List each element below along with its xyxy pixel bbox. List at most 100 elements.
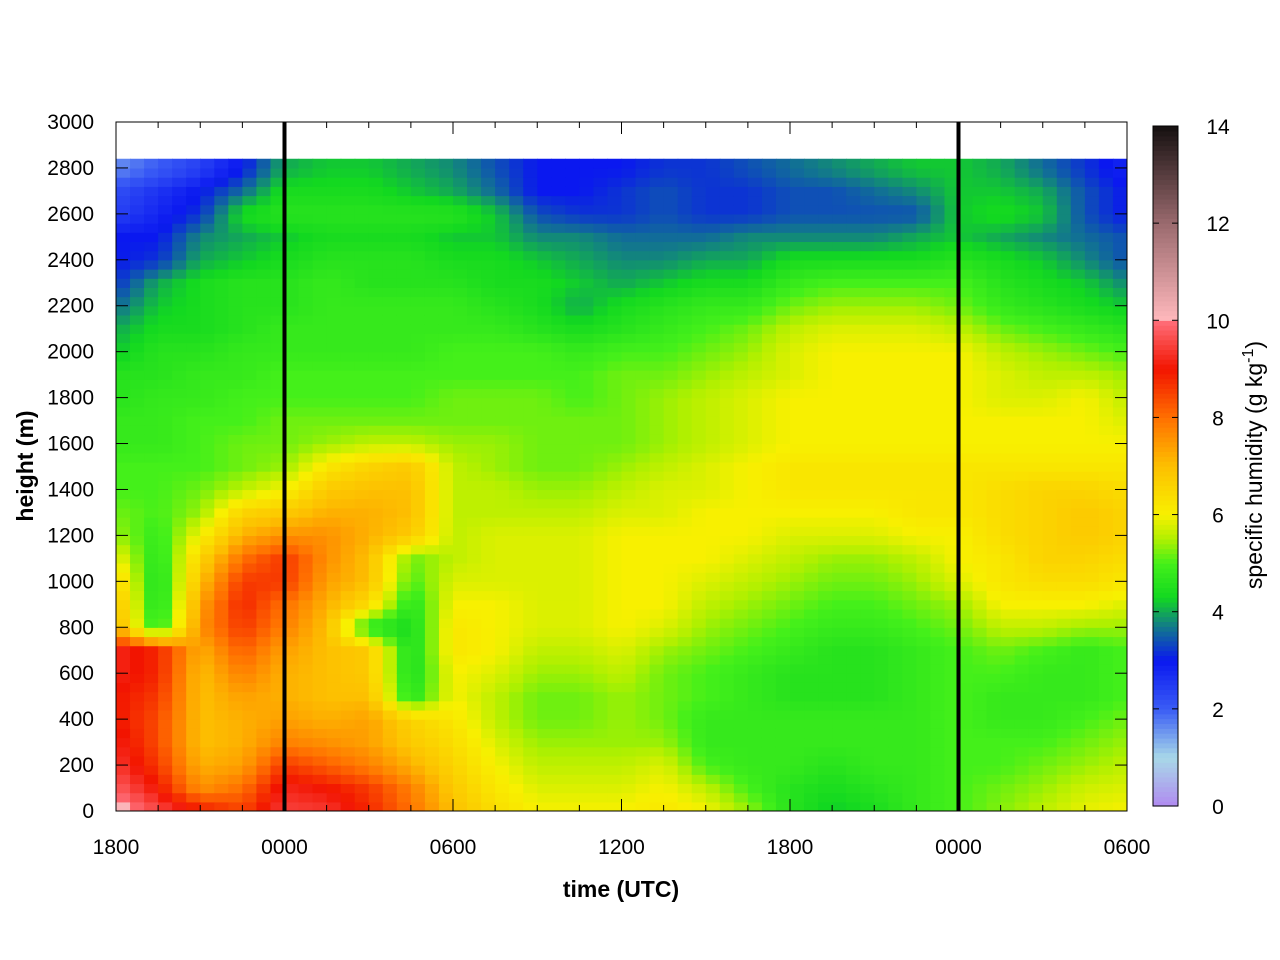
heatmap-cell xyxy=(860,360,875,371)
heatmap-cell xyxy=(691,443,707,454)
heatmap-cell xyxy=(719,213,735,224)
heatmap-cell xyxy=(1084,517,1100,527)
heatmap-cell xyxy=(509,388,524,399)
heatmap-cell xyxy=(916,434,932,445)
heatmap-cell xyxy=(340,287,356,298)
heatmap-cell xyxy=(438,783,454,794)
heatmap-cell xyxy=(270,627,286,638)
heatmap-cell xyxy=(902,452,917,463)
heatmap-cell xyxy=(424,223,440,233)
heatmap-cell xyxy=(986,314,1002,325)
heatmap-cell xyxy=(761,250,777,261)
heatmap-cell xyxy=(214,489,229,500)
heatmap-cell xyxy=(818,627,833,638)
heatmap-cell xyxy=(340,471,356,481)
heatmap-cell xyxy=(284,728,300,739)
heatmap-cell xyxy=(1084,452,1100,463)
heatmap-cell xyxy=(1000,572,1016,582)
heatmap-cell xyxy=(537,590,552,601)
heatmap-cell xyxy=(832,627,847,638)
heatmap-cell xyxy=(228,599,243,610)
heatmap-cell xyxy=(790,278,805,288)
heatmap-cell xyxy=(607,719,623,729)
heatmap-cell xyxy=(551,654,566,665)
heatmap-cell xyxy=(186,755,201,766)
heatmap-cell xyxy=(972,406,988,417)
heatmap-cell xyxy=(256,664,272,674)
heatmap-cell xyxy=(186,351,201,362)
heatmap-cell xyxy=(1000,709,1016,720)
heatmap-cell xyxy=(593,195,609,206)
heatmap-cell xyxy=(1070,801,1086,811)
heatmap-cell xyxy=(144,370,159,380)
heatmap-cell xyxy=(284,489,300,500)
heatmap-cell xyxy=(691,590,707,601)
heatmap-cell xyxy=(874,232,889,243)
heatmap-cell xyxy=(986,406,1002,417)
heatmap-cell xyxy=(242,223,258,233)
heatmap-cell xyxy=(1000,324,1016,334)
heatmap-cell xyxy=(719,388,735,399)
heatmap-cell xyxy=(130,186,145,197)
heatmap-cell xyxy=(410,480,426,491)
heatmap-cell xyxy=(326,480,342,491)
heatmap-cell xyxy=(607,379,623,390)
heatmap-cell xyxy=(537,425,552,435)
heatmap-cell xyxy=(1014,553,1030,564)
heatmap-cell xyxy=(200,719,215,729)
heatmap-cell xyxy=(438,498,454,509)
heatmap-cell xyxy=(298,792,314,803)
heatmap-cell xyxy=(1056,636,1072,647)
heatmap-cell xyxy=(495,287,510,298)
heatmap-cell xyxy=(607,572,623,582)
heatmap-cell xyxy=(172,544,187,555)
heatmap-cell xyxy=(1028,654,1044,665)
heatmap-cell xyxy=(1056,755,1072,766)
heatmap-cell xyxy=(565,590,580,601)
heatmap-cell xyxy=(1028,305,1044,316)
heatmap-cell xyxy=(438,682,454,693)
heatmap-cell xyxy=(691,232,707,243)
heatmap-cell xyxy=(733,737,749,748)
heatmap-cell xyxy=(635,268,651,279)
heatmap-cell xyxy=(832,507,847,518)
heatmap-cell xyxy=(705,719,721,729)
heatmap-cell xyxy=(958,434,974,445)
heatmap-cell xyxy=(130,443,145,454)
heatmap-cell xyxy=(228,268,243,279)
heatmap-cell xyxy=(1028,287,1044,298)
heatmap-cell xyxy=(158,618,173,628)
heatmap-cell xyxy=(1042,232,1058,243)
heatmap-cell xyxy=(1084,241,1100,252)
heatmap-cell xyxy=(1014,186,1030,197)
heatmap-cell xyxy=(902,517,917,527)
heatmap-cell xyxy=(1070,636,1086,647)
heatmap-cell xyxy=(804,452,819,463)
heatmap-cell xyxy=(930,397,946,408)
heatmap-cell xyxy=(579,305,595,316)
heatmap-cell xyxy=(747,167,763,178)
heatmap-cell xyxy=(761,213,777,224)
heatmap-cell xyxy=(368,406,384,417)
heatmap-cell xyxy=(972,700,988,711)
heatmap-cell xyxy=(368,204,384,215)
heatmap-cell xyxy=(242,177,258,187)
heatmap-cell xyxy=(256,608,272,619)
heatmap-cell xyxy=(424,783,440,794)
heatmap-cell xyxy=(986,507,1002,518)
heatmap-cell xyxy=(368,709,384,720)
heatmap-cell xyxy=(916,664,932,674)
heatmap-cell xyxy=(1070,691,1086,702)
heatmap-cell xyxy=(902,204,917,215)
heatmap-cell xyxy=(719,709,735,720)
heatmap-cell xyxy=(930,654,946,665)
heatmap-cell xyxy=(663,461,679,472)
heatmap-cell xyxy=(186,186,201,197)
heatmap-cell xyxy=(621,241,637,252)
heatmap-cell xyxy=(1056,664,1072,674)
heatmap-cell xyxy=(481,498,496,509)
heatmap-cell xyxy=(832,287,847,298)
heatmap-cell xyxy=(424,719,440,729)
heatmap-cell xyxy=(1000,691,1016,702)
heatmap-cell xyxy=(790,746,805,757)
